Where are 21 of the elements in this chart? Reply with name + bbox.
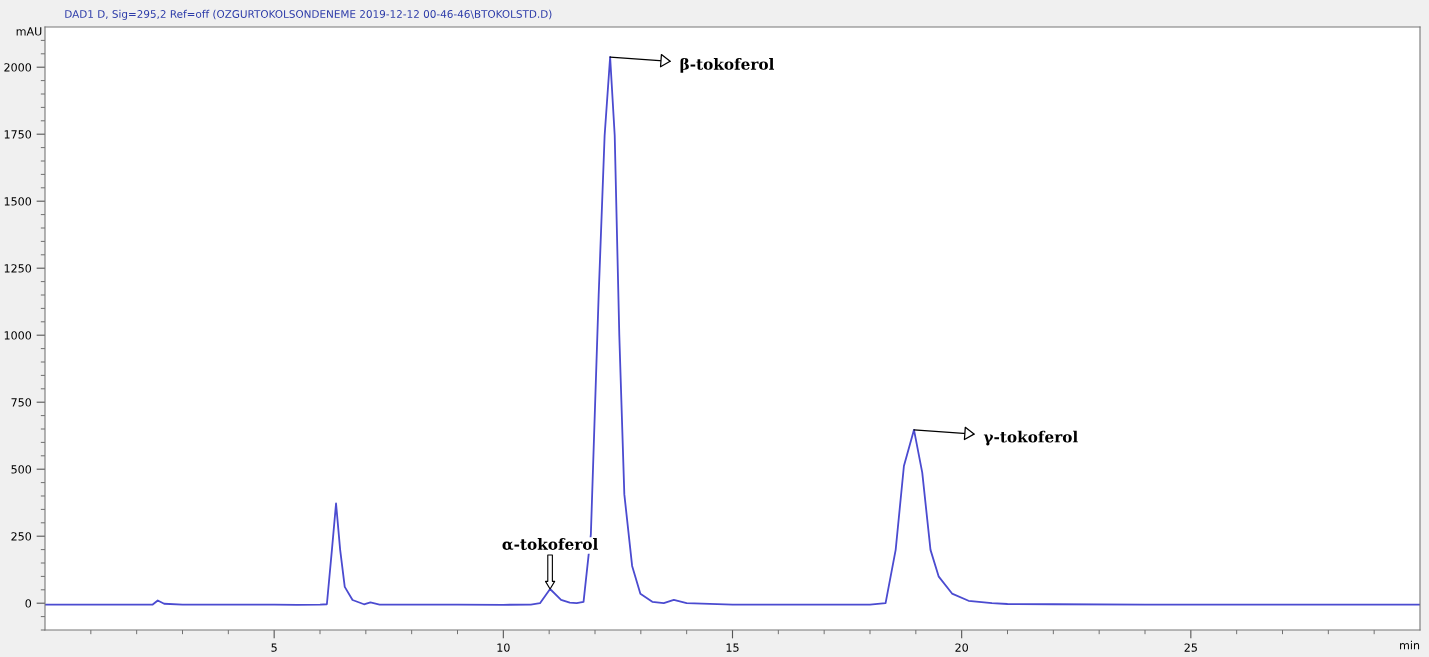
annotation: β-tokoferol xyxy=(680,57,775,73)
y-tick-label: 1000 xyxy=(4,331,32,340)
x-tick-label: 15 xyxy=(726,643,739,652)
x-tick-label: 20 xyxy=(955,643,968,652)
chart-title: DAD1 D, Sig=295,2 Ref=off (OZGURTOKOLSONDENEME 2019-12-12 00-46-46\BTOKOLSTD.D) xyxy=(65,9,552,20)
x-tick-label: 25 xyxy=(1184,643,1197,652)
annotation: γ-tokoferol xyxy=(983,430,1078,446)
x-tick-label: 10 xyxy=(497,643,510,652)
y-tick-label: 2000 xyxy=(4,63,32,72)
y-tick-label: 1750 xyxy=(4,130,32,139)
line-series xyxy=(45,56,1420,606)
x-axis-title: min xyxy=(1400,640,1420,650)
y-tick-label: 0 xyxy=(25,599,32,608)
y-tick-label: 250 xyxy=(11,532,32,541)
y-tick-label: 1500 xyxy=(4,197,32,206)
x-tick-label: 5 xyxy=(271,643,277,652)
y-tick-label: 500 xyxy=(11,465,32,474)
y-tick-label: 1250 xyxy=(4,264,32,273)
y-tick-label: 750 xyxy=(11,398,32,407)
annotation: α-tokoferol xyxy=(502,538,598,550)
y-axis-title: mAU xyxy=(16,27,42,36)
